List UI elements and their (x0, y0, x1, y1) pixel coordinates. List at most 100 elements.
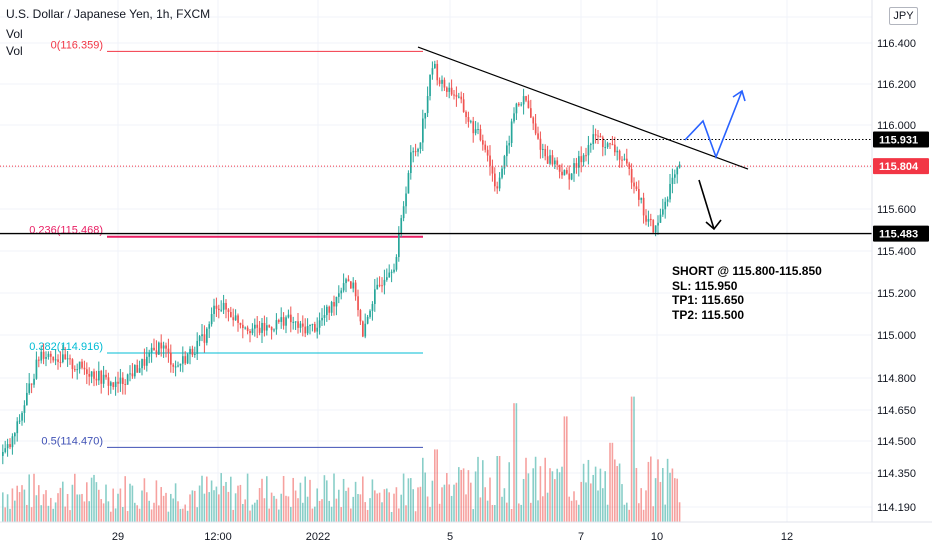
volume-bar (352, 496, 354, 522)
trade-note-tp1: TP1: 115.650 (672, 293, 745, 307)
currency-button[interactable]: JPY (889, 7, 918, 25)
candle-body (326, 306, 328, 316)
candle-body (594, 134, 597, 136)
volume-bar (62, 481, 64, 522)
volume-bar (328, 500, 330, 522)
volume-bar (345, 490, 347, 522)
candle-body (333, 302, 335, 307)
candle-body (489, 155, 491, 166)
candle-body (273, 329, 275, 331)
candle-body (587, 145, 590, 156)
volume-bar (18, 492, 21, 522)
volume-bar (314, 506, 316, 522)
price-tick-label: 114.500 (877, 436, 916, 448)
candle-body (258, 327, 261, 333)
candle-body (177, 365, 179, 367)
candle-body (198, 336, 201, 341)
candle-body (424, 113, 427, 119)
candle-body (297, 321, 299, 328)
volume-bar (465, 494, 467, 522)
volume-bar (525, 457, 527, 522)
candle-body (350, 281, 352, 289)
volume-bar (225, 481, 227, 522)
volume-bar (57, 493, 59, 522)
candle-body (340, 290, 343, 294)
candle-body (316, 327, 319, 332)
volume-bar (107, 501, 110, 522)
volume-bar (206, 476, 208, 522)
volume-bar (479, 497, 482, 522)
volume-bar (330, 506, 333, 522)
volume-bar (498, 456, 501, 522)
volume-bar (131, 485, 134, 522)
candle-body (515, 103, 518, 114)
candle-body (354, 282, 357, 297)
volume-bar (35, 495, 38, 522)
candle-body (654, 225, 657, 233)
volume-bar (530, 502, 532, 522)
candle-body (203, 334, 206, 343)
volume-bar (234, 493, 237, 522)
volume-bar (297, 498, 299, 522)
volume-bar (270, 492, 273, 522)
volume-bar (410, 478, 412, 522)
candle-body (568, 173, 571, 180)
candle-body (160, 342, 163, 349)
candle-body (278, 320, 280, 322)
volume-bar (160, 487, 162, 522)
candle-body (666, 199, 669, 202)
volume-bar (638, 503, 640, 522)
volume-bar (510, 509, 513, 522)
candle-body (266, 325, 268, 331)
price-label-text: 115.483 (879, 229, 918, 241)
volume-bar (489, 477, 491, 522)
candle-body (275, 320, 278, 330)
time-axis[interactable]: 29 12:00 2022 5 7 10 12 (0, 521, 932, 550)
descending-trendline (417, 46, 749, 170)
candle-body (78, 361, 81, 370)
candle-body (484, 144, 487, 150)
volume-bar (448, 484, 450, 522)
candle-body (287, 314, 290, 318)
price-axis[interactable]: 116.400116.200116.000115.800115.600115.4… (871, 0, 932, 522)
candle-body (148, 352, 151, 357)
candle-body (633, 182, 635, 187)
candle-body (9, 444, 11, 448)
candle-body (592, 134, 595, 144)
volume-bar (470, 482, 472, 522)
volume-bar (472, 509, 474, 522)
volume-bar (484, 487, 486, 522)
candle-body (218, 308, 220, 310)
volume-bar (148, 500, 150, 522)
volume-bar (443, 484, 446, 522)
candle-body (206, 328, 208, 343)
candle-body (570, 173, 573, 180)
candle-body (18, 420, 21, 422)
volume-bar (119, 488, 122, 522)
candle-body (503, 156, 506, 169)
candle-body (170, 352, 172, 365)
volume-bar (342, 478, 345, 522)
candle-body (395, 257, 398, 270)
candle-body (242, 324, 244, 328)
candle-body (429, 74, 431, 97)
chart-title: U.S. Dollar / Japanese Yen, 1h, FXCM (6, 7, 211, 21)
candle-body (501, 168, 503, 178)
candle-body (16, 421, 19, 434)
candle-body (232, 317, 235, 321)
price-tick-label: 115.000 (877, 330, 916, 342)
volume-bar (458, 467, 460, 522)
candle-body (659, 214, 662, 223)
candle-body (114, 381, 117, 387)
volume-bar (491, 504, 494, 522)
volume-bar (674, 478, 676, 522)
volume-bar (177, 501, 179, 522)
candle-body (282, 317, 285, 326)
volume-bar (124, 476, 126, 522)
volume-bar (388, 492, 390, 522)
candle-body (381, 285, 383, 287)
price-tick-label: 116.000 (877, 120, 916, 132)
candle-body (69, 358, 71, 360)
candle-body (366, 316, 369, 324)
